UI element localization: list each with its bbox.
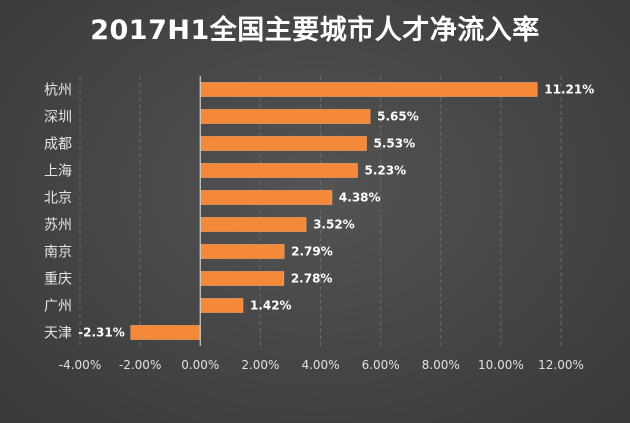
category-label: 重庆 xyxy=(44,272,72,288)
bar xyxy=(199,82,538,97)
bar xyxy=(199,244,285,259)
value-label: 3.52% xyxy=(313,218,355,232)
category-label: 成都 xyxy=(44,137,72,153)
x-tick-label: 8.00% xyxy=(422,358,460,372)
bar xyxy=(130,325,201,340)
value-label: 2.79% xyxy=(291,245,333,259)
category-label: 苏州 xyxy=(44,218,72,234)
bar xyxy=(199,298,244,313)
value-label: 2.78% xyxy=(291,272,333,286)
bar xyxy=(199,217,307,232)
value-label: 4.38% xyxy=(339,191,381,205)
category-label: 北京 xyxy=(44,191,72,207)
value-label: 1.42% xyxy=(250,299,292,313)
x-tick-label: 0.00% xyxy=(181,358,219,372)
bar xyxy=(199,136,367,151)
bar xyxy=(199,109,371,124)
category-label: 杭州 xyxy=(44,83,72,99)
x-tick-label: 10.00% xyxy=(478,358,524,372)
bars-group xyxy=(130,82,538,340)
x-tick-label: -2.00% xyxy=(119,358,161,372)
value-label: 11.21% xyxy=(544,83,594,97)
category-label: 深圳 xyxy=(44,110,72,126)
category-label: 天津 xyxy=(44,326,72,342)
x-tick-label: 4.00% xyxy=(301,358,339,372)
value-label: 5.53% xyxy=(373,137,415,151)
chart-title: 2017H1全国主要城市人才净流入率 xyxy=(90,15,540,46)
bar xyxy=(199,190,333,205)
value-label: -2.31% xyxy=(78,326,125,340)
category-label: 南京 xyxy=(44,245,72,261)
category-label: 广州 xyxy=(44,299,72,315)
x-tick-label: -4.00% xyxy=(59,358,101,372)
labels-group: -4.00% -2.00% 0.00% 2.00% 4.00% 6.00% 8.00% 10.… xyxy=(44,83,594,373)
value-label: 5.23% xyxy=(364,164,406,178)
x-tick-label: 12.00% xyxy=(538,358,584,372)
x-tick-label: 6.00% xyxy=(362,358,400,372)
category-label: 上海 xyxy=(44,164,72,180)
bar xyxy=(199,163,358,178)
value-label: 5.65% xyxy=(377,110,419,124)
bar xyxy=(199,271,285,286)
x-tick-label: 2.00% xyxy=(241,358,279,372)
